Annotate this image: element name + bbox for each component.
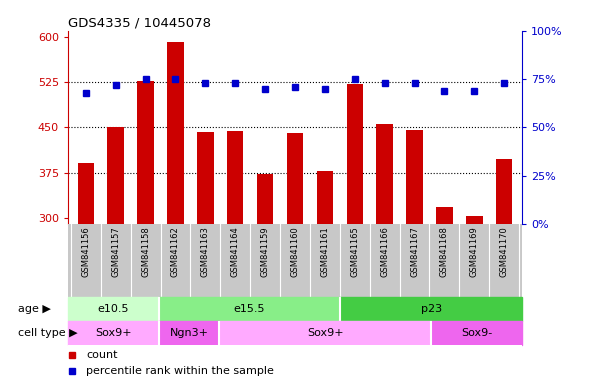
- Bar: [317, 171, 333, 224]
- Text: Sox9+: Sox9+: [307, 328, 343, 338]
- Bar: [167, 41, 183, 224]
- Bar: [107, 127, 124, 224]
- Bar: [137, 81, 154, 224]
- Text: Sox9-: Sox9-: [461, 328, 492, 338]
- Text: count: count: [86, 350, 117, 360]
- Bar: [287, 133, 303, 224]
- Text: Ngn3+: Ngn3+: [169, 328, 208, 338]
- Bar: [496, 159, 513, 224]
- Text: Sox9+: Sox9+: [95, 328, 132, 338]
- Bar: [219, 321, 431, 345]
- Bar: [376, 124, 393, 224]
- Bar: [466, 216, 483, 224]
- Text: GDS4335 / 10445078: GDS4335 / 10445078: [68, 17, 211, 30]
- Bar: [340, 297, 522, 321]
- Text: GSM841162: GSM841162: [171, 226, 180, 277]
- Text: GSM841160: GSM841160: [290, 226, 300, 277]
- Text: GSM841156: GSM841156: [81, 226, 90, 277]
- Text: GSM841167: GSM841167: [410, 226, 419, 277]
- Text: GSM841163: GSM841163: [201, 226, 210, 277]
- Text: GSM841161: GSM841161: [320, 226, 329, 277]
- Bar: [257, 174, 273, 224]
- Text: e15.5: e15.5: [234, 305, 266, 314]
- Bar: [346, 84, 363, 224]
- Bar: [197, 132, 214, 224]
- Text: GSM841165: GSM841165: [350, 226, 359, 277]
- Bar: [68, 297, 159, 321]
- Bar: [68, 321, 159, 345]
- Text: GSM841158: GSM841158: [141, 226, 150, 277]
- Text: e10.5: e10.5: [97, 305, 129, 314]
- Text: GSM841164: GSM841164: [231, 226, 240, 277]
- Text: GSM841157: GSM841157: [111, 226, 120, 277]
- Text: GSM841159: GSM841159: [261, 226, 270, 276]
- Text: GSM841170: GSM841170: [500, 226, 509, 277]
- Bar: [159, 321, 219, 345]
- Text: age ▶: age ▶: [18, 305, 51, 314]
- Text: p23: p23: [421, 305, 442, 314]
- Bar: [431, 321, 522, 345]
- Bar: [407, 130, 423, 224]
- Text: cell type ▶: cell type ▶: [18, 328, 77, 338]
- Text: GSM841169: GSM841169: [470, 226, 479, 277]
- Bar: [159, 297, 340, 321]
- Text: GSM841168: GSM841168: [440, 226, 449, 277]
- Text: percentile rank within the sample: percentile rank within the sample: [86, 366, 274, 376]
- Text: GSM841166: GSM841166: [380, 226, 389, 277]
- Bar: [77, 164, 94, 224]
- Bar: [227, 131, 244, 224]
- Bar: [436, 207, 453, 224]
